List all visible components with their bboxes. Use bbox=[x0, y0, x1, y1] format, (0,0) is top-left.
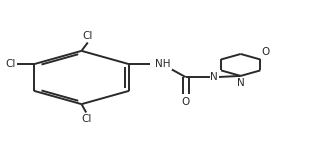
Text: Cl: Cl bbox=[5, 59, 16, 69]
Text: N: N bbox=[210, 72, 218, 82]
Text: Cl: Cl bbox=[83, 31, 93, 40]
Text: N: N bbox=[237, 78, 245, 88]
Text: O: O bbox=[182, 97, 190, 107]
Text: O: O bbox=[262, 47, 270, 57]
Text: Cl: Cl bbox=[81, 115, 91, 124]
Text: NH: NH bbox=[155, 59, 171, 69]
